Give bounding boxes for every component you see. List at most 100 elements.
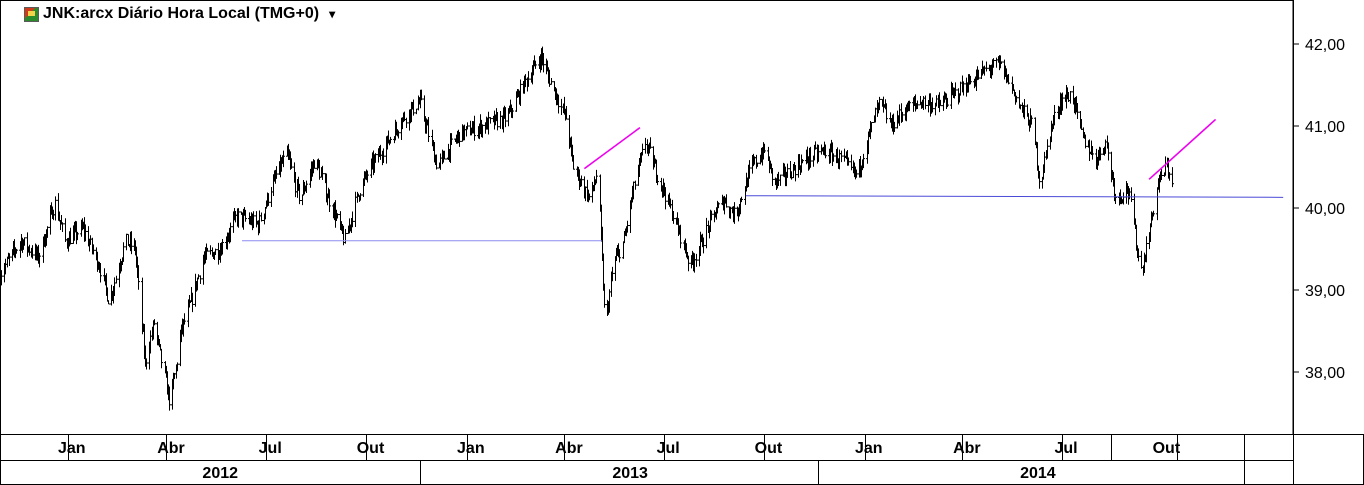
- price-bar: [267, 193, 270, 206]
- y-tick-label: 38,00: [1305, 365, 1345, 382]
- price-bar: [466, 122, 469, 130]
- price-bar: [76, 231, 79, 241]
- price-bar: [160, 348, 163, 369]
- price-bar: [672, 211, 675, 224]
- price-bar: [603, 283, 606, 308]
- price-bar: [473, 115, 476, 141]
- price-bar: [557, 94, 560, 114]
- price-bar: [61, 222, 64, 232]
- price-bar: [1084, 134, 1087, 149]
- price-bar: [840, 150, 843, 163]
- price-bar: [255, 211, 258, 228]
- year-label: 2013: [612, 465, 648, 482]
- price-bar: [366, 170, 369, 183]
- price-bar: [199, 275, 202, 284]
- price-bar: [710, 210, 713, 221]
- price-bar: [221, 239, 224, 255]
- price-bar: [38, 252, 41, 268]
- price-bar: [427, 117, 430, 142]
- trendline-rising-2013[interactable]: [583, 126, 641, 170]
- price-bar: [389, 136, 392, 144]
- price-bar: [92, 244, 95, 255]
- trendline-rising-2014[interactable]: [1148, 118, 1217, 180]
- price-bar: [656, 174, 659, 186]
- price-bar: [542, 53, 545, 73]
- price-bar: [954, 82, 957, 97]
- price-bar: [1069, 90, 1072, 104]
- price-bar: [31, 245, 34, 259]
- price-bar: [1137, 248, 1140, 262]
- price-bar: [176, 362, 179, 372]
- x-tick-label: Jul: [1055, 440, 1078, 457]
- price-bar: [229, 222, 232, 243]
- price-bar: [237, 208, 240, 228]
- price-bar: [618, 249, 621, 263]
- price-bar: [832, 153, 835, 162]
- price-bar: [321, 165, 324, 180]
- price-bar: [916, 100, 919, 109]
- price-bar: [84, 224, 87, 242]
- price-bar: [359, 193, 362, 201]
- price-bar: [511, 107, 514, 119]
- y-tick-label: 40,00: [1305, 201, 1345, 218]
- price-bar: [591, 181, 594, 203]
- price-bar: [622, 241, 625, 259]
- price-bar: [1168, 172, 1171, 181]
- price-bar: [69, 227, 72, 245]
- price-bar: [931, 97, 934, 113]
- price-bar: [962, 81, 965, 96]
- price-bar: [214, 248, 217, 255]
- price-bar: [1152, 210, 1155, 217]
- price-bar: [305, 180, 308, 194]
- x-tick-label: Out: [755, 440, 783, 457]
- chevron-down-icon[interactable]: ▾: [329, 7, 336, 21]
- price-bar: [595, 169, 598, 184]
- price-bar: [206, 247, 209, 252]
- price-bar: [64, 218, 67, 243]
- price-bar: [244, 209, 247, 222]
- x-tick-label: Jan: [457, 440, 485, 457]
- price-bar: [924, 95, 927, 110]
- price-bar: [1038, 171, 1041, 189]
- price-bar: [679, 224, 682, 249]
- price-bar: [1023, 98, 1026, 120]
- price-bar: [1140, 250, 1143, 269]
- price-bar: [843, 148, 846, 162]
- price-bar: [489, 117, 492, 124]
- price-bar: [977, 69, 980, 80]
- price-bar: [748, 160, 751, 179]
- price-bar: [374, 153, 377, 163]
- price-bar: [8, 253, 11, 267]
- price-bar: [504, 107, 507, 128]
- price-bar: [626, 220, 629, 233]
- price-bar: [313, 160, 316, 169]
- price-bar: [992, 58, 995, 68]
- price-bar: [197, 274, 200, 280]
- price-bar: [1000, 61, 1003, 64]
- price-bar: [801, 159, 804, 164]
- price-bar: [1034, 117, 1037, 146]
- x-tick-label: Out: [1153, 440, 1181, 457]
- y-tick-label: 42,00: [1305, 37, 1345, 54]
- price-bar: [183, 313, 186, 325]
- price-bar: [443, 150, 446, 160]
- price-bar: [1130, 187, 1133, 202]
- price-bar: [550, 77, 553, 85]
- x-tick-label: Abr: [157, 440, 185, 457]
- price-bar: [763, 143, 766, 153]
- price-bar: [893, 121, 896, 133]
- x-tick-label: Jan: [855, 440, 883, 457]
- price-bar: [800, 154, 803, 173]
- price-bar: [1015, 95, 1018, 103]
- price-bar: [1099, 147, 1102, 161]
- price-bar: [908, 100, 911, 112]
- trendline-support-2013-2014[interactable]: [745, 195, 1284, 198]
- price-bar: [588, 193, 591, 201]
- price-bar: [705, 217, 708, 249]
- price-bar: [1145, 236, 1148, 263]
- price-bar: [634, 180, 637, 190]
- price-bar: [336, 213, 339, 219]
- price-bar: [878, 96, 881, 111]
- price-bar: [1091, 146, 1094, 160]
